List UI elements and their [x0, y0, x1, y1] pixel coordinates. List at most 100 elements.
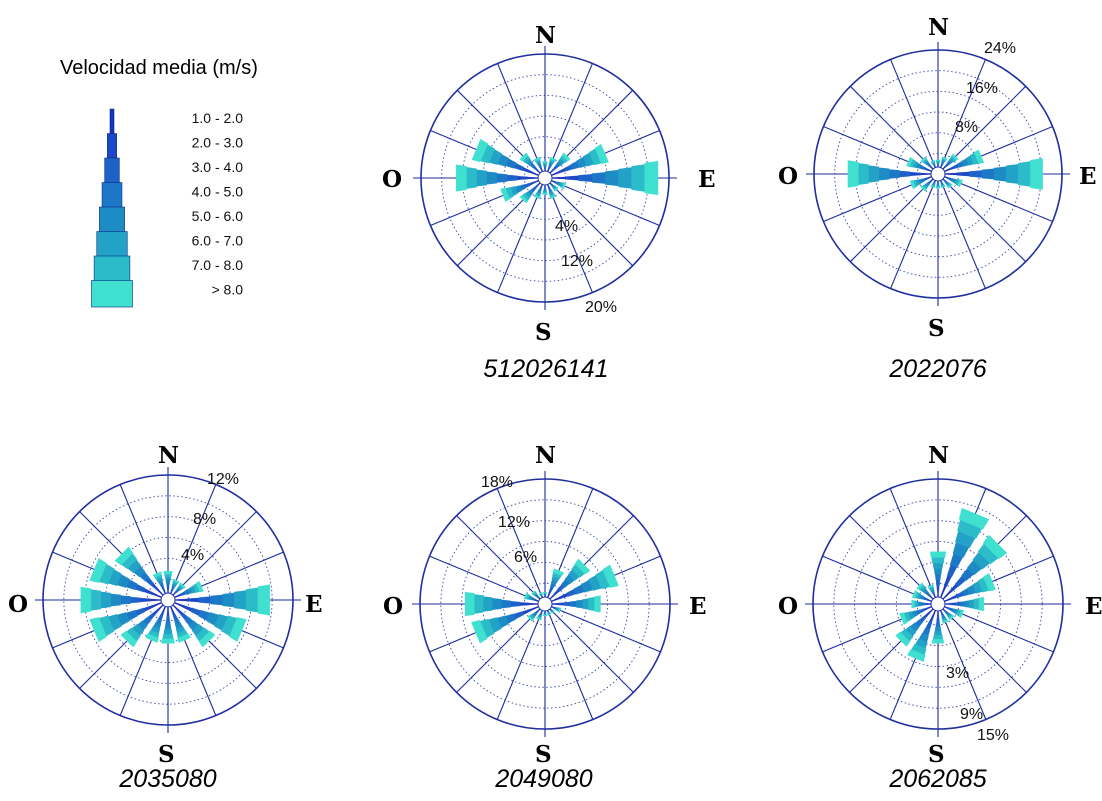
- petal-band: [523, 592, 529, 600]
- petal-N-sector-4: [944, 573, 996, 602]
- petal-band: [152, 592, 162, 598]
- petal-band: [510, 601, 520, 607]
- petal-band: [164, 625, 172, 631]
- petal-band: [143, 588, 154, 596]
- station-label-1: 512026141: [483, 355, 609, 383]
- petal-band: [166, 584, 170, 588]
- ring-percent-label: 9%: [960, 706, 983, 723]
- direction-label: O: [383, 593, 403, 620]
- station-label-3: 2035080: [119, 765, 217, 793]
- petal-band: [174, 602, 184, 608]
- petal-band: [464, 591, 475, 617]
- petal-N-sector-9: [161, 606, 175, 644]
- direction-label: N: [535, 22, 556, 49]
- petal-band: [929, 551, 947, 558]
- petal-N-sector-12: [500, 180, 539, 202]
- petal-band: [182, 604, 193, 612]
- petal-N-sector-13: [80, 586, 162, 614]
- petal-N-sector-14: [523, 592, 539, 602]
- petal-band: [982, 534, 1008, 560]
- petal-band: [186, 597, 200, 603]
- direction-label: S: [535, 741, 552, 768]
- direction-label: S: [535, 319, 552, 346]
- petal-N-sector-11: [527, 608, 541, 622]
- calm-circle: [930, 596, 946, 612]
- petal-N-sector-3: [172, 582, 186, 596]
- petal-band: [631, 164, 646, 192]
- petal-band: [931, 557, 945, 564]
- petal-band: [920, 156, 927, 163]
- petal-band: [937, 591, 939, 598]
- petal-band: [936, 614, 940, 620]
- petal-N-sector-9: [542, 184, 548, 195]
- petal-band: [944, 168, 950, 172]
- direction-label: N: [928, 14, 949, 41]
- petal-band: [943, 575, 952, 588]
- petal-band: [942, 619, 949, 624]
- petal-band: [177, 633, 191, 643]
- petal-band: [561, 182, 567, 190]
- petal-N-sector-13: [464, 591, 539, 617]
- petal-band: [551, 610, 555, 614]
- petal-N-sector-4: [944, 149, 985, 172]
- petal-N-sector-3: [549, 558, 591, 600]
- petal-band: [533, 156, 541, 162]
- petal-band: [570, 600, 577, 608]
- windrose-3: N E S O 12% 8% 4%: [8, 442, 323, 768]
- petal-N-sector-6: [551, 606, 562, 614]
- petal-band: [163, 629, 173, 635]
- petal-band: [930, 185, 936, 189]
- petal-band: [618, 167, 632, 189]
- direction-label: N: [158, 442, 179, 469]
- calm-circle: [537, 596, 553, 612]
- spoke-line: [937, 603, 987, 720]
- spoke-line: [544, 603, 594, 720]
- petal-band: [257, 584, 270, 616]
- petal-band: [549, 156, 557, 162]
- direction-label: N: [535, 442, 556, 469]
- petal-band: [89, 558, 107, 583]
- petal-band: [165, 579, 171, 583]
- petal-band: [527, 176, 539, 180]
- petal-band: [172, 578, 180, 584]
- spoke-line: [544, 603, 634, 693]
- petal-band: [940, 185, 946, 189]
- petal-N-sector-14: [471, 138, 539, 176]
- petal-band: [519, 602, 529, 606]
- windrose-5: N E S O 3% 9% 15%: [778, 442, 1102, 768]
- petal-N-sector-9: [931, 610, 945, 644]
- petal-band: [964, 600, 970, 608]
- ring-percent-label: 24%: [984, 40, 1016, 57]
- petal-N-sector-16: [152, 571, 166, 594]
- calm-circle: [930, 166, 946, 182]
- petal-band: [582, 598, 589, 610]
- legend-bin-label-8: > 8.0: [211, 282, 243, 298]
- spoke-line: [890, 59, 939, 175]
- petal-N-sector-1: [542, 161, 548, 172]
- petal-N-sector-3: [942, 153, 959, 170]
- spoke-line: [937, 173, 1027, 263]
- petal-band: [547, 613, 552, 616]
- legend-swatch-7: [93, 255, 131, 282]
- petal-band: [152, 571, 162, 578]
- petal-band: [1006, 164, 1019, 184]
- petal-band: [936, 585, 940, 592]
- petal-N-sector-13: [847, 160, 932, 188]
- petal-band: [229, 617, 247, 642]
- petal-band: [973, 149, 985, 165]
- direction-label: E: [1085, 593, 1102, 620]
- petal-band: [907, 649, 926, 662]
- petal-band: [944, 603, 951, 605]
- petal-band: [476, 169, 487, 187]
- petal-band: [492, 598, 502, 610]
- petal-N-sector-2: [940, 156, 948, 168]
- petal-band: [140, 597, 152, 603]
- ring-percent-label: 3%: [946, 665, 969, 682]
- petal-band: [927, 584, 934, 589]
- petal-band: [466, 167, 477, 189]
- petal-band: [1018, 161, 1031, 187]
- petal-band: [150, 598, 162, 602]
- petal-N-sector-10: [535, 610, 543, 621]
- petal-N-sector-5: [944, 596, 984, 612]
- spoke-line: [456, 515, 546, 605]
